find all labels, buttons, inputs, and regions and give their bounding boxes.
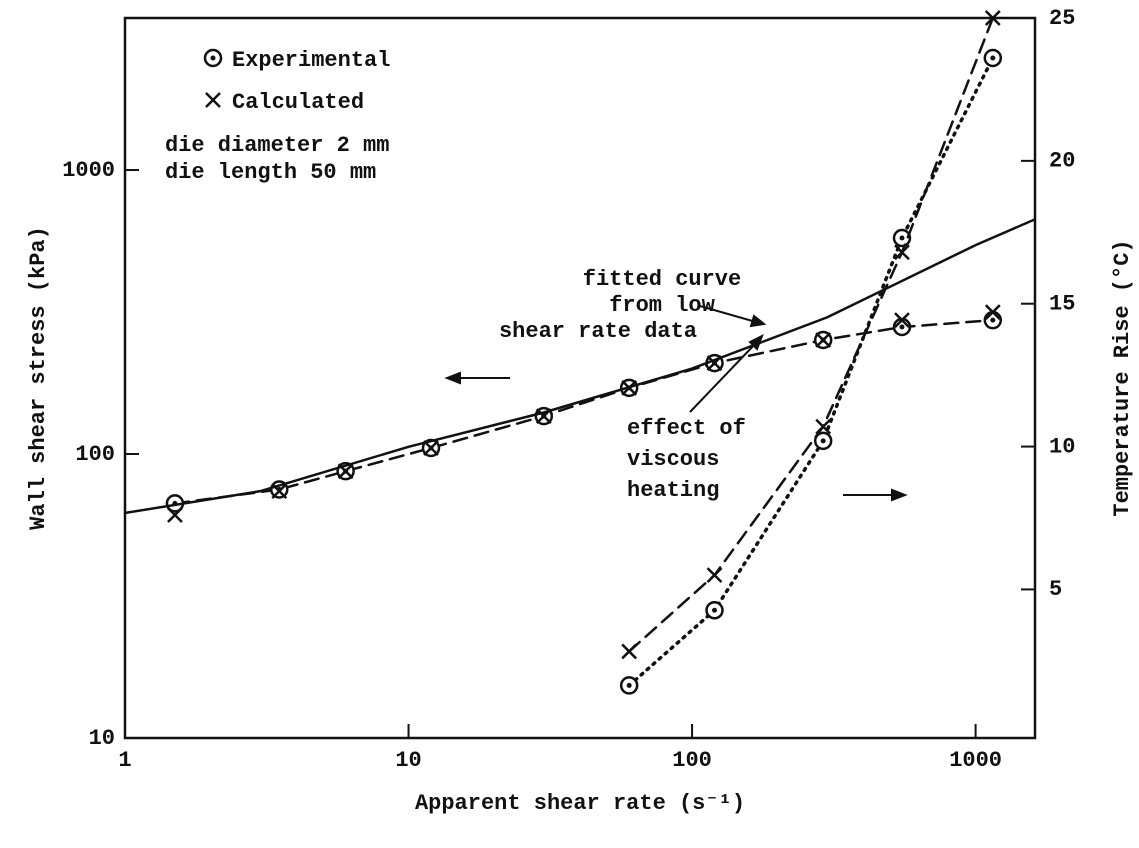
legend-marker <box>205 92 221 108</box>
legend-label: Experimental <box>232 48 390 73</box>
y-tick-label: 1000 <box>62 158 115 183</box>
data-point <box>813 431 833 451</box>
data-point <box>815 332 832 348</box>
y2-tick-label: 15 <box>1049 292 1075 317</box>
series-line <box>173 318 995 505</box>
data-point <box>894 244 910 261</box>
data-point <box>167 507 183 523</box>
legend-note: die length 50 mm <box>165 160 376 185</box>
legend-note: die diameter 2 mm <box>165 133 389 158</box>
annotation: heating <box>627 478 719 503</box>
x-tick-label: 100 <box>672 748 712 773</box>
annotation: shear rate data <box>499 319 697 344</box>
data-point <box>892 228 912 248</box>
data-point <box>619 676 639 695</box>
legend-label: Calculated <box>232 90 364 115</box>
annotation: effect of <box>627 416 746 441</box>
data-point <box>983 48 1003 68</box>
y-axis-label: Wall shear stress (kPa) <box>26 226 51 530</box>
y-tick-label: 10 <box>89 726 115 751</box>
y2-tick-label: 25 <box>1049 6 1075 31</box>
series-line <box>123 218 1035 515</box>
data-point <box>815 418 832 435</box>
data-point <box>983 310 1003 330</box>
legend-marker <box>203 48 223 68</box>
x-tick-label: 10 <box>395 748 421 773</box>
y2-tick-label: 5 <box>1049 577 1062 602</box>
x-tick-label: 1000 <box>949 748 1002 773</box>
data-point <box>984 10 1001 26</box>
y2-tick-label: 10 <box>1049 434 1075 459</box>
y-tick-label: 100 <box>75 442 115 467</box>
data-point <box>984 304 1001 320</box>
data-point <box>621 643 638 660</box>
data-point <box>894 312 910 329</box>
x-axis-label: Apparent shear rate (s⁻¹) <box>415 791 745 816</box>
data-point <box>706 567 723 584</box>
plot-frame <box>123 16 1037 740</box>
data-point <box>705 601 724 620</box>
annotation: viscous <box>627 447 719 472</box>
y2-axis-label: Temperature Rise (°C) <box>1110 239 1135 516</box>
y2-tick-label: 20 <box>1049 149 1075 174</box>
x-tick-label: 1 <box>118 748 131 773</box>
annotation: from low <box>609 293 715 318</box>
annotation: fitted curve <box>583 267 741 292</box>
